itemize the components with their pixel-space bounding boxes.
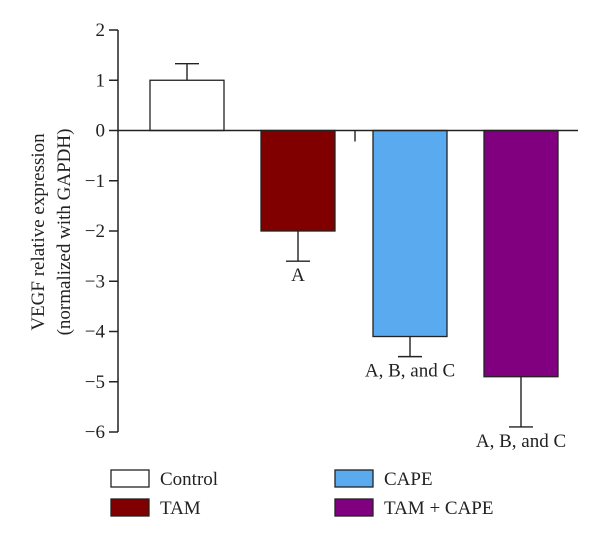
y-axis: −6 −5 −4 −3 −2 −1 0 1 2 xyxy=(85,20,119,443)
legend-swatch xyxy=(334,498,374,517)
legend-label: TAM + CAPE xyxy=(384,498,493,519)
bar-control xyxy=(149,79,225,132)
y-tick-label: 1 xyxy=(96,70,106,91)
y-tick-label: −2 xyxy=(85,221,105,242)
y-tick-label: 0 xyxy=(96,121,106,142)
legend-swatch xyxy=(110,469,150,488)
legend-label: Control xyxy=(160,469,218,490)
bar-cape xyxy=(372,129,448,338)
y-tick-label: −4 xyxy=(85,322,106,343)
y-axis-label: VEGF relative expression xyxy=(28,133,49,331)
legend: Control CAPE TAM TAM + CAPE xyxy=(110,469,493,519)
y-tick-label: −3 xyxy=(85,271,105,292)
legend-label: TAM xyxy=(160,498,201,519)
zero-line xyxy=(118,129,578,142)
y-axis-label-line2: (normalized with GAPDH) xyxy=(54,129,75,336)
bar-tam-cape xyxy=(483,129,559,378)
error-bars xyxy=(175,62,533,428)
y-tick-label: 2 xyxy=(96,20,106,41)
legend-swatch xyxy=(334,469,374,488)
significance-label: A xyxy=(291,265,305,286)
legend-label: CAPE xyxy=(384,469,433,490)
annotations: A A, B, and C A, B, and C xyxy=(291,265,566,452)
bars xyxy=(149,79,559,378)
legend-swatch xyxy=(110,498,150,517)
y-tick-label: −6 xyxy=(85,422,105,443)
bar-tam xyxy=(260,129,336,232)
y-tick-label: −1 xyxy=(85,171,105,192)
y-tick-label: −5 xyxy=(85,372,105,393)
significance-label: A, B, and C xyxy=(365,361,455,382)
significance-label: A, B, and C xyxy=(476,431,566,452)
